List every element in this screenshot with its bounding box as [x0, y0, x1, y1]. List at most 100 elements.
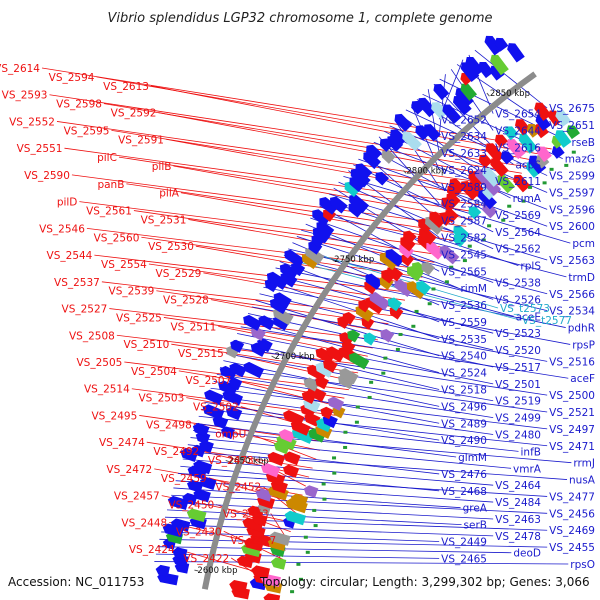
gene-label-pilc[interactable]: pilC [97, 152, 117, 164]
gene-label-vs-2582[interactable]: VS_2582 [441, 232, 487, 244]
gene-label-vs-2651[interactable]: VS_2651 [549, 120, 595, 132]
gene-label-vs-2463[interactable]: VS_2463 [495, 514, 541, 526]
gene-label-panb[interactable]: panB [97, 179, 124, 191]
gene-label-vs-2452[interactable]: VS_2452 [215, 482, 261, 494]
gene-label-vs-2523[interactable]: VS_2523 [495, 328, 541, 340]
gene-label-vs-2502[interactable]: VS_2502 [193, 402, 239, 414]
gene-label-vs-2624[interactable]: VS_2624 [441, 165, 487, 177]
gene-label-vs-2546[interactable]: VS_2546 [39, 223, 85, 235]
gene-label-vs-2587[interactable]: VS_2587 [441, 216, 487, 228]
gene-label-vs-2675[interactable]: VS_2675 [549, 103, 595, 115]
gene-label-vs-2480[interactable]: VS_2480 [495, 430, 541, 442]
gene-labels[interactable]: VS_2614VS_2594VS_2613VS_2593VS_2598VS_25… [0, 63, 596, 571]
gene-label-vs-2644[interactable]: VS_2644 [495, 126, 541, 138]
gene-label-nusa[interactable]: nusA [569, 475, 596, 487]
gene-label-vs-2456[interactable]: VS_2456 [549, 508, 595, 520]
gene-label-vs-2468[interactable]: VS_2468 [441, 486, 487, 498]
gene-label-vs-2531[interactable]: VS_2531 [141, 214, 187, 226]
gene-label-pilb[interactable]: pilB [152, 161, 172, 173]
gene-label-grea[interactable]: greA [463, 503, 488, 515]
gene-label-vs-2559[interactable]: VS_2559 [441, 317, 487, 329]
gene-label-vs-2551[interactable]: VS_2551 [17, 143, 63, 155]
gene-label-rseb[interactable]: rseB [572, 137, 595, 149]
gene-label-vs-2507[interactable]: VS_2507 [185, 375, 231, 387]
gene-label-vs-2565[interactable]: VS_2565 [441, 266, 487, 278]
gene-label-vs-2654[interactable]: VS_2654 [495, 109, 541, 121]
gene-label-rpsp[interactable]: rpsP [572, 339, 595, 351]
gene-label-vs-2490[interactable]: VS_2490 [441, 435, 487, 447]
gene-label-vs-2596[interactable]: VS_2596 [549, 204, 595, 216]
gene-label-rpls[interactable]: rplS [520, 261, 541, 273]
gene-label-vs-2527[interactable]: VS_2527 [62, 304, 108, 316]
gene-label-vs-2508[interactable]: VS_2508 [69, 330, 115, 342]
gene-label-vs-2504[interactable]: VS_2504 [131, 366, 177, 378]
gene-label-vs-2540[interactable]: VS_2540 [441, 351, 487, 363]
gene-label-vs-2521[interactable]: VS_2521 [549, 407, 595, 419]
gene-label-vs-2516[interactable]: VS_2516 [549, 356, 595, 368]
gene-label-vs-2478[interactable]: VS_2478 [495, 531, 541, 543]
gene-label-vs-2529[interactable]: VS_2529 [156, 268, 202, 280]
gene-label-vs-2515[interactable]: VS_2515 [178, 348, 224, 360]
gene-label-rimm[interactable]: rimM [460, 283, 487, 295]
gene-label-vs-2539[interactable]: VS_2539 [109, 286, 155, 298]
gene-label-vs-2427[interactable]: VS_2427 [230, 535, 276, 547]
gene-label-vs-2589[interactable]: VS_2589 [441, 182, 487, 194]
gene-label-vs-2566[interactable]: VS_2566 [549, 289, 595, 301]
gene-label-vs-2535[interactable]: VS_2535 [441, 334, 487, 346]
gene-label-vs-2597[interactable]: VS_2597 [549, 187, 595, 199]
gene-label-vs-2564[interactable]: VS_2564 [495, 227, 541, 239]
gene-label-vs-2528[interactable]: VS_2528 [163, 295, 209, 307]
gene-label-vs-2471[interactable]: VS_2471 [549, 441, 595, 453]
gene-label-infb[interactable]: infB [521, 446, 541, 458]
gene-label-vs-2489[interactable]: VS_2489 [441, 418, 487, 430]
gene-label-vs-2477[interactable]: VS_2477 [549, 491, 595, 503]
gene-label-vs-2591[interactable]: VS_2591 [118, 134, 164, 146]
gene-label-vs-2600[interactable]: VS_2600 [549, 221, 595, 233]
gene-label-vs-2448[interactable]: VS_2448 [121, 517, 167, 529]
gene-label-vs-2465[interactable]: VS_2465 [441, 553, 487, 565]
gene-label-vs-2594[interactable]: VS_2594 [49, 72, 95, 84]
gene-label-vs-2518[interactable]: VS_2518 [441, 384, 487, 396]
gene-label-deod[interactable]: deoD [513, 548, 541, 560]
gene-label-vs-2472[interactable]: VS_2472 [106, 464, 152, 476]
gene-label-vs-2455[interactable]: VS_2455 [549, 542, 595, 554]
gene-label-vs-2484[interactable]: VS_2484 [495, 497, 541, 509]
gene-label-vs-2554[interactable]: VS_2554 [101, 259, 147, 271]
gene-label-vs-2500[interactable]: VS_2500 [549, 390, 595, 402]
gene-label-vs-2634[interactable]: VS_2634 [441, 131, 487, 143]
gene-label-vs-2552[interactable]: VS_2552 [9, 116, 55, 128]
gene-label-vs-2499[interactable]: VS_2499 [495, 413, 541, 425]
gene-label-vs-2537[interactable]: VS_2537 [54, 277, 100, 289]
gene-label-vs-2562[interactable]: VS_2562 [495, 244, 541, 256]
gene-label-vs-2496[interactable]: VS_2496 [441, 401, 487, 413]
gene-label-vs-2599[interactable]: VS_2599 [549, 171, 595, 183]
gene-label-pdhr[interactable]: pdhR [568, 323, 595, 335]
gene-label-vs-2457[interactable]: VS_2457 [114, 491, 160, 503]
gene-label-pild[interactable]: pilD [57, 197, 78, 209]
gene-label-vs-2498[interactable]: VS_2498 [146, 419, 192, 431]
gene-label-acps[interactable]: acpS [515, 159, 541, 171]
gene-label-vs-2614[interactable]: VS_2614 [0, 63, 40, 75]
gene-label-vs-2613[interactable]: VS_2613 [103, 81, 149, 93]
gene-label-vs-2495[interactable]: VS_2495 [91, 410, 137, 422]
gene-label-vs-2464[interactable]: VS_2464 [495, 480, 541, 492]
gene-label-ruma[interactable]: rumA [513, 193, 542, 205]
gene-label-vs-2611[interactable]: VS_2611 [495, 176, 541, 188]
gene-label-vs-2534[interactable]: VS_2534 [549, 306, 595, 318]
gene-label-vs-2511[interactable]: VS_2511 [171, 321, 217, 333]
gene-label-vs-2505[interactable]: VS_2505 [76, 357, 122, 369]
gene-label-vs-2584[interactable]: VS_2584 [441, 199, 487, 211]
gene-label-vmra[interactable]: vmrA [513, 463, 542, 475]
gene-label-vs-2590[interactable]: VS_2590 [24, 170, 70, 182]
gene-label-vs-2652[interactable]: VS_2652 [441, 114, 487, 126]
gene-label-rrmj[interactable]: rrmJ [573, 458, 595, 470]
gene-label-vs-2561[interactable]: VS_2561 [86, 206, 132, 218]
gene-label-vs-2519[interactable]: VS_2519 [495, 396, 541, 408]
gene-label-pcm[interactable]: pcm [572, 238, 595, 250]
gene-label-ompu[interactable]: ompU [215, 428, 246, 440]
gene-label-vs-2530[interactable]: VS_2530 [148, 241, 194, 253]
gene-label-vs-2476[interactable]: VS_2476 [441, 469, 487, 481]
gene-label-vs-2560[interactable]: VS_2560 [94, 232, 140, 244]
gene-label-vs-2503[interactable]: VS_2503 [138, 393, 184, 405]
gene-label-vs-2520[interactable]: VS_2520 [495, 345, 541, 357]
